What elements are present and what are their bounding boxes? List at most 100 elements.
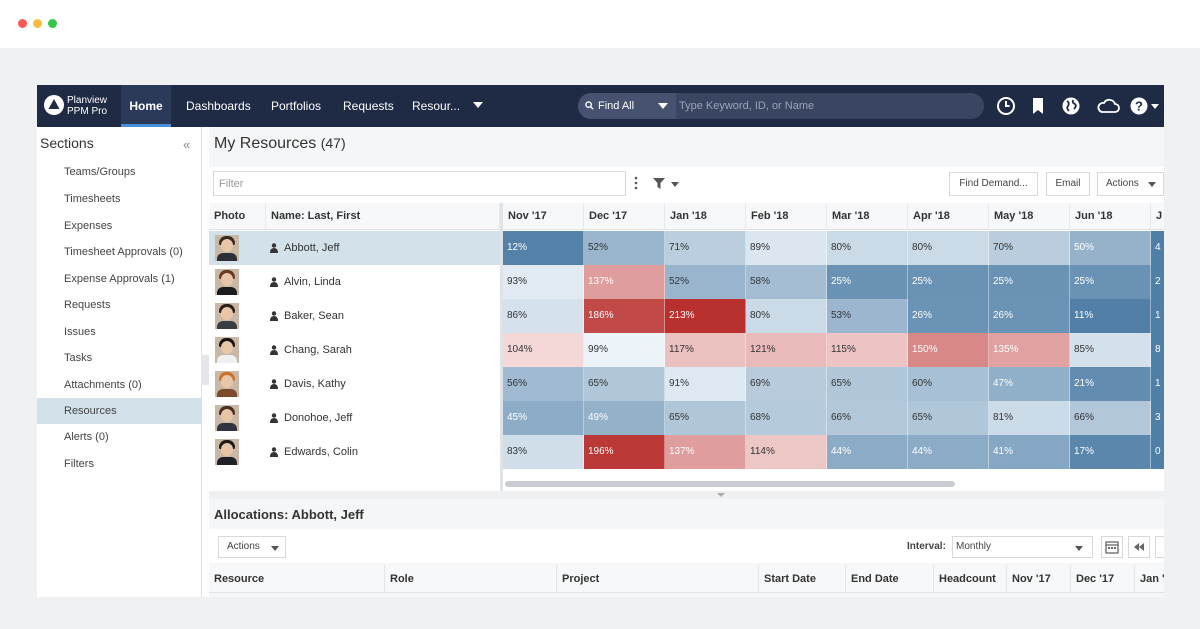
- allocation-cell[interactable]: 47%: [989, 367, 1070, 401]
- allocation-cell[interactable]: 50%: [1070, 231, 1151, 265]
- search-input[interactable]: [679, 93, 979, 119]
- allocation-cell[interactable]: 44%: [908, 435, 989, 469]
- sidebar-item-alerts[interactable]: Alerts (0): [64, 431, 109, 443]
- window-close-dot[interactable]: [18, 19, 27, 28]
- resource-name[interactable]: Abbott, Jeff: [284, 242, 340, 254]
- sidebar-item-expense-approvals[interactable]: Expense Approvals (1): [64, 273, 175, 285]
- allocation-cell[interactable]: 65%: [584, 367, 665, 401]
- column-header-month[interactable]: Jun '18: [1070, 203, 1151, 230]
- allocation-cell[interactable]: 56%: [503, 367, 584, 401]
- resource-name[interactable]: Davis, Kathy: [284, 378, 346, 390]
- resource-name[interactable]: Chang, Sarah: [284, 344, 352, 356]
- allocation-cell[interactable]: 66%: [827, 401, 908, 435]
- allocation-cell[interactable]: 17%: [1070, 435, 1151, 469]
- table-row[interactable]: Baker, Sean 86% 186% 213% 80% 53% 26% 26% 11% 1: [209, 299, 1164, 333]
- allocation-cell[interactable]: 150%: [908, 333, 989, 367]
- allocation-cell[interactable]: 91%: [665, 367, 746, 401]
- calendar-button[interactable]: [1101, 536, 1123, 558]
- column-header-month[interactable]: Feb '18: [746, 203, 827, 230]
- globe-icon[interactable]: [1060, 95, 1082, 117]
- column-header-month[interactable]: Apr '18: [908, 203, 989, 230]
- allocation-cell[interactable]: 83%: [503, 435, 584, 469]
- resource-name[interactable]: Alvin, Linda: [284, 276, 341, 288]
- column-header-month[interactable]: Mar '18: [827, 203, 908, 230]
- panel-resize-divider[interactable]: [209, 491, 1164, 499]
- bookmark-icon[interactable]: [1027, 95, 1049, 117]
- find-demand-button[interactable]: Find Demand...: [949, 172, 1038, 196]
- frozen-column-splitter[interactable]: [500, 203, 503, 491]
- sidebar-item-tasks[interactable]: Tasks: [64, 352, 93, 364]
- sidebar-item-timesheets[interactable]: Timesheets: [64, 193, 121, 205]
- sidebar-item-timesheet-approvals[interactable]: Timesheet Approvals (0): [64, 246, 183, 258]
- allocation-cell[interactable]: 186%: [584, 299, 665, 333]
- filter-input[interactable]: [213, 171, 626, 196]
- allocation-cell[interactable]: 53%: [827, 299, 908, 333]
- column-header-month[interactable]: Jan '18: [665, 203, 746, 230]
- allocation-cell[interactable]: 65%: [665, 401, 746, 435]
- allocation-cell[interactable]: 26%: [908, 299, 989, 333]
- allocation-cell[interactable]: 137%: [665, 435, 746, 469]
- table-row[interactable]: Alvin, Linda 93% 137% 52% 58% 25% 25% 25% 25% 2: [209, 265, 1164, 299]
- allocation-cell[interactable]: 3: [1151, 401, 1164, 435]
- allocation-cell[interactable]: 81%: [989, 401, 1070, 435]
- nav-tab-dashboards[interactable]: Dashboards: [186, 99, 251, 113]
- allocation-cell[interactable]: 99%: [584, 333, 665, 367]
- allocation-cell[interactable]: 60%: [908, 367, 989, 401]
- sidebar-item-filters[interactable]: Filters: [64, 458, 94, 470]
- allocation-cell[interactable]: 213%: [665, 299, 746, 333]
- allocation-cell[interactable]: 44%: [827, 435, 908, 469]
- allocation-cell[interactable]: 71%: [665, 231, 746, 265]
- allocation-cell[interactable]: 45%: [503, 401, 584, 435]
- allocation-cell[interactable]: 26%: [989, 299, 1070, 333]
- allocation-cell[interactable]: 80%: [746, 299, 827, 333]
- table-row[interactable]: Abbott, Jeff 12% 52% 71% 89% 80% 80% 70% 50% 4: [209, 231, 1164, 265]
- nav-tab-resources[interactable]: Resour...: [412, 99, 461, 113]
- collapse-sidebar-icon[interactable]: «: [183, 137, 191, 152]
- column-header-month[interactable]: May '18: [989, 203, 1070, 230]
- previous-period-button[interactable]: [1128, 536, 1150, 558]
- nav-tab-home[interactable]: Home: [121, 85, 171, 127]
- allocation-cell[interactable]: 135%: [989, 333, 1070, 367]
- allocation-cell[interactable]: 11%: [1070, 299, 1151, 333]
- alloc-column-role[interactable]: Role: [385, 565, 557, 593]
- allocation-cell[interactable]: 80%: [827, 231, 908, 265]
- allocation-cell[interactable]: 0: [1151, 435, 1164, 469]
- allocation-cell[interactable]: 25%: [989, 265, 1070, 299]
- column-header-name[interactable]: Name: Last, First: [266, 203, 500, 230]
- filter-funnel-icon[interactable]: [653, 178, 665, 189]
- more-options-icon[interactable]: [634, 175, 638, 191]
- alloc-column-nov-17[interactable]: Nov '17: [1007, 565, 1071, 593]
- allocation-cell[interactable]: 25%: [908, 265, 989, 299]
- column-header-photo[interactable]: Photo: [209, 203, 266, 230]
- nav-tab-requests[interactable]: Requests: [343, 99, 394, 113]
- allocation-cell[interactable]: 65%: [908, 401, 989, 435]
- sidebar-resize-handle[interactable]: [201, 355, 209, 385]
- table-row[interactable]: Davis, Kathy 56% 65% 91% 69% 65% 60% 47% 21% 1: [209, 367, 1164, 401]
- help-icon[interactable]: ?: [1129, 95, 1161, 117]
- search-scope-dropdown[interactable]: Find All: [578, 93, 676, 119]
- allocation-cell[interactable]: 137%: [584, 265, 665, 299]
- allocation-cell[interactable]: 52%: [584, 231, 665, 265]
- allocation-cell[interactable]: 117%: [665, 333, 746, 367]
- allocation-cell[interactable]: 12%: [503, 231, 584, 265]
- nav-more-caret-icon[interactable]: [473, 102, 483, 108]
- allocation-cell[interactable]: 121%: [746, 333, 827, 367]
- horizontal-scrollbar[interactable]: [505, 481, 955, 487]
- allocations-actions-button[interactable]: Actions: [218, 536, 286, 558]
- allocation-cell[interactable]: 93%: [503, 265, 584, 299]
- allocation-cell[interactable]: 2: [1151, 265, 1164, 299]
- allocation-cell[interactable]: 25%: [827, 265, 908, 299]
- sidebar-item-teams-groups[interactable]: Teams/Groups: [64, 166, 136, 178]
- allocation-cell[interactable]: 1: [1151, 367, 1164, 401]
- email-button[interactable]: Email: [1046, 172, 1090, 196]
- allocation-cell[interactable]: 89%: [746, 231, 827, 265]
- allocation-cell[interactable]: 70%: [989, 231, 1070, 265]
- column-header-month[interactable]: J: [1151, 203, 1164, 230]
- allocation-cell[interactable]: 85%: [1070, 333, 1151, 367]
- column-header-month[interactable]: Nov '17: [503, 203, 584, 230]
- nav-tab-portfolios[interactable]: Portfolios: [271, 99, 322, 113]
- allocation-cell[interactable]: 4: [1151, 231, 1164, 265]
- sidebar-item-requests[interactable]: Requests: [64, 299, 111, 311]
- allocation-cell[interactable]: 66%: [1070, 401, 1151, 435]
- sidebar-item-resources[interactable]: Resources: [37, 398, 202, 424]
